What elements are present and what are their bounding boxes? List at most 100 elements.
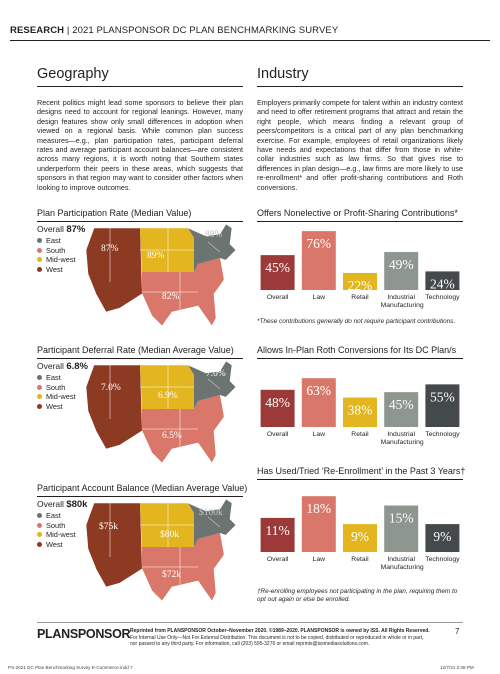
west-swatch <box>37 266 42 272</box>
overall-label: Overall <box>37 361 64 371</box>
bar-retail <box>343 524 377 552</box>
bar-technology <box>425 524 460 552</box>
legend-west: West <box>37 540 76 550</box>
footer-line2: For Internal Use Only—Not For External D… <box>130 634 424 641</box>
bar-law <box>301 231 336 290</box>
slug-timestamp: 12/7/21 2:38 PM <box>440 665 474 670</box>
bar-value-label: 55% <box>430 389 455 404</box>
overall-label: Overall <box>37 499 64 509</box>
west-swatch <box>37 403 42 409</box>
footer-line3: nor passed to any third party. For infor… <box>130 641 370 648</box>
map-balance-overall: Overall $80k <box>37 499 87 510</box>
plansponsor-logo: PLANSPONSOR <box>37 627 131 641</box>
map-participation-midwest: 89% <box>147 251 165 261</box>
industry-title: Industry <box>257 66 309 82</box>
legend-south: South <box>37 383 76 393</box>
bar-value-label: 24% <box>430 276 455 291</box>
bar-value-label: 45% <box>265 260 290 275</box>
south-swatch <box>37 247 42 253</box>
header-title: 2021 PLANSPONSOR DC PLAN BENCHMARKING SU… <box>72 25 339 36</box>
bar-value-label: 9% <box>351 529 369 544</box>
chart-reenrollment-title: Has Used/Tried ‘Re-Enrollment’ in the Pa… <box>257 466 466 476</box>
category-label: Technology <box>425 294 460 301</box>
bar-chart-svg: 45% 76% 22% 49% 24% <box>260 231 460 293</box>
category-label: Retail <box>351 431 369 438</box>
legend-south-label: South <box>46 382 66 392</box>
category-label: Technology <box>425 556 460 563</box>
geography-body: Recent politics might lead some sponsors… <box>37 98 243 192</box>
geography-rule <box>37 86 243 87</box>
bar-industrial <box>384 252 419 290</box>
bar-value-label: 18% <box>306 501 331 516</box>
chart-reenrollment-rule <box>257 479 463 480</box>
map-participation-south: 82% <box>162 292 180 302</box>
header-separator: | <box>66 25 70 36</box>
map-balance-rule <box>37 496 243 497</box>
legend-midwest: Mid-west <box>37 530 76 540</box>
legend-midwest: Mid-west <box>37 255 76 265</box>
map-deferral-west: 7.0% <box>101 383 121 393</box>
footer-reprint: Reprinted from PLANSPONSOR October–Novem… <box>130 628 450 648</box>
bar-value-label: 76% <box>306 236 331 251</box>
bar-value-label: 48% <box>265 395 290 410</box>
bar-overall <box>260 255 295 290</box>
legend-west-label: West <box>46 539 63 549</box>
map-balance-title: Participant Account Balance (Median Aver… <box>37 483 248 493</box>
east-swatch <box>37 238 42 244</box>
category-label: Retail <box>351 294 369 301</box>
chart-nonelective: 45% 76% 22% 49% 24% Overall Law Retail Industria… <box>257 224 463 316</box>
category-label: Technology <box>425 431 460 438</box>
chart-roth-title: Allows In-Plan Roth Conversions for Its … <box>257 345 457 355</box>
east-swatch <box>37 375 42 381</box>
bar-value-label: 63% <box>306 383 331 398</box>
industry-rule <box>257 86 463 87</box>
category-label: Law <box>312 556 326 563</box>
south-swatch <box>37 384 42 390</box>
midwest-swatch <box>37 394 42 400</box>
category-label: Retail <box>351 556 369 563</box>
page-header: RESEARCH | 2021 PLANSPONSOR DC PLAN BENC… <box>10 25 490 36</box>
south-swatch <box>37 522 42 528</box>
legend-east: East <box>37 373 76 383</box>
map-balance-legend: East South Mid-west West <box>37 511 76 549</box>
bar-value-label: 22% <box>348 278 373 293</box>
bar-value-label: 49% <box>389 257 414 272</box>
category-label: Industrial Manufacturing <box>380 294 424 309</box>
chart-roth-rule <box>257 358 463 359</box>
map-participation-rule <box>37 221 243 222</box>
category-label: Overall <box>266 431 289 438</box>
bar-overall <box>260 389 295 427</box>
map-balance-east: $100k <box>199 508 223 518</box>
midwest-swatch <box>37 532 42 538</box>
map-deferral-rule <box>37 358 243 359</box>
footer-rule <box>37 622 463 623</box>
bar-value-label: 45% <box>389 397 414 412</box>
legend-midwest: Mid-west <box>37 392 76 402</box>
industry-body: Employers primarily compete for talent w… <box>257 98 463 192</box>
legend-west: West <box>37 265 76 275</box>
east-swatch <box>37 513 42 519</box>
map-participation-title: Plan Participation Rate (Median Value) <box>37 208 192 218</box>
geography-title: Geography <box>37 66 109 82</box>
chart-reenrollment: 11% 18% 9% 15% 9% Overall Law Retail Industrial … <box>257 486 463 578</box>
chart-nonelective-note: *These contributions generally do not re… <box>257 318 456 325</box>
map-deferral-east: 7.0% <box>206 369 226 379</box>
map-participation-overall: Overall 87% <box>37 224 85 235</box>
map-participation-legend: East South Mid-west West <box>37 236 76 274</box>
midwest-swatch <box>37 257 42 263</box>
bar-industrial <box>384 392 419 427</box>
chart-roth: 48% 63% 38% 45% 55% Overall Law Retail Industria… <box>257 361 463 453</box>
bar-law <box>301 378 336 427</box>
bar-industrial <box>384 505 419 552</box>
category-label: Industrial Manufacturing <box>380 431 424 446</box>
map-participation-east: 88% <box>205 230 223 240</box>
overall-value: 87% <box>66 224 86 235</box>
map-deferral-title: Participant Deferral Rate (Median Averag… <box>37 345 234 355</box>
bar-law <box>301 496 336 552</box>
legend-midwest-label: Mid-west <box>46 530 76 540</box>
bar-chart-svg: 48% 63% 38% 45% 55% <box>260 378 460 427</box>
slug-filename: PS-2021 DC Plan Benchmarking Survey E-Co… <box>8 665 133 670</box>
legend-midwest-label: Mid-west <box>46 392 76 402</box>
legend-south-label: South <box>46 245 66 255</box>
map-deferral-legend: East South Mid-west West <box>37 373 76 411</box>
